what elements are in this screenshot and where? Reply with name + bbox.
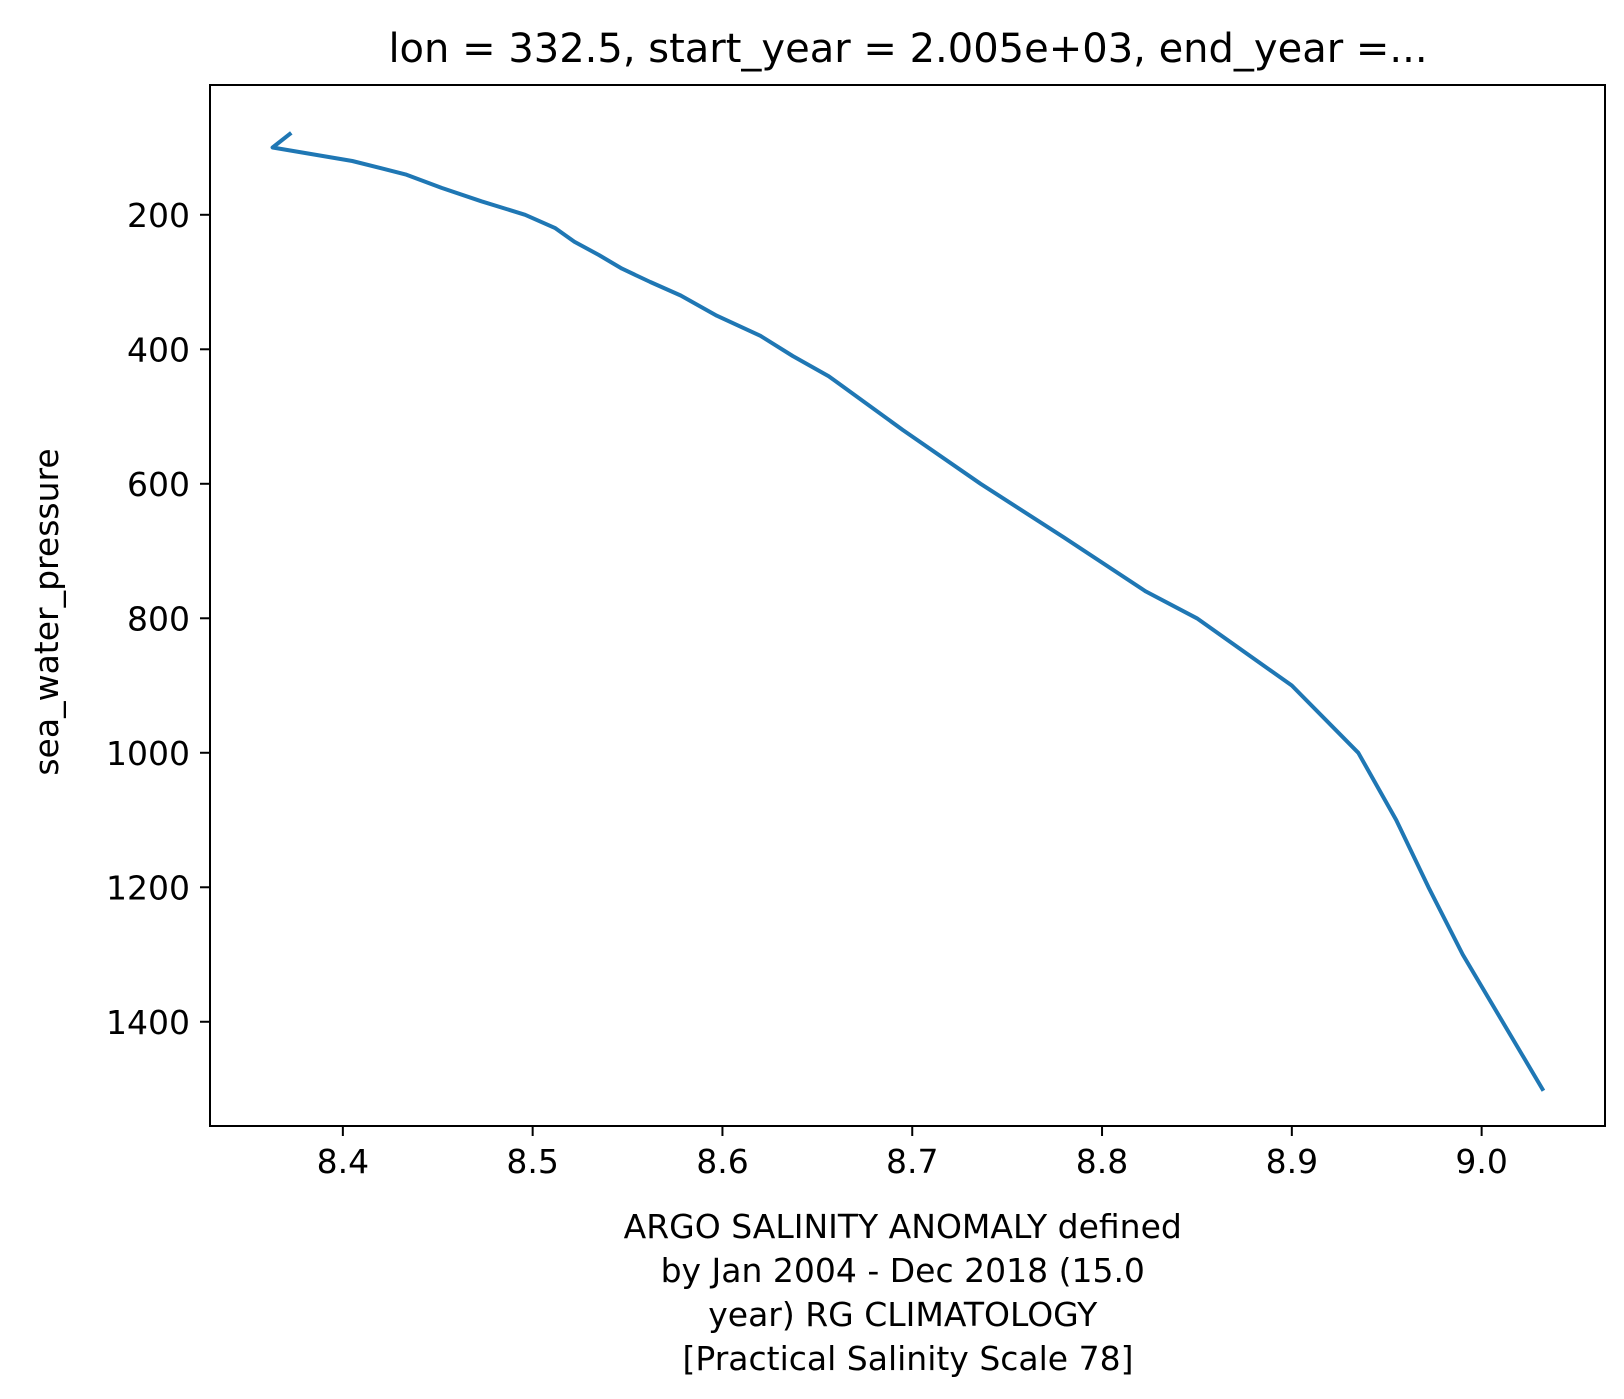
series-layer — [270, 131, 1546, 1092]
series-line — [270, 131, 1546, 1092]
x-tick-label: 8.9 — [1266, 1142, 1318, 1181]
x-axis-label-line-1: ARGO SALINITY ANOMALY defined — [624, 1207, 1182, 1246]
y-tick-label: 400 — [127, 330, 190, 369]
y-tick-label: 200 — [127, 196, 190, 235]
x-tick-label: 8.8 — [1076, 1142, 1128, 1181]
plot-frame — [209, 84, 1606, 1127]
y-tick-label: 1200 — [106, 868, 190, 907]
y-axis-label: sea_water_pressure — [27, 448, 66, 775]
y-axis: 200 400 600 800 1000 1200 1400 — [106, 196, 210, 1042]
y-tick-label: 800 — [127, 599, 190, 638]
x-tick-label: 9.0 — [1455, 1142, 1507, 1181]
x-axis-label: ARGO SALINITY ANOMALY defined by Jan 200… — [624, 1207, 1193, 1378]
x-tick-label: 8.4 — [317, 1142, 369, 1181]
x-axis-label-line-2: by Jan 2004 - Dec 2018 (15.0 — [661, 1251, 1145, 1290]
y-tick-label: 600 — [127, 465, 190, 504]
x-tick-label: 8.6 — [696, 1142, 748, 1181]
x-axis-label-line-3: year) RG CLIMATOLOGY — [708, 1295, 1098, 1334]
x-axis-label-line-4: [Practical Salinity Scale 78] — [683, 1339, 1134, 1378]
y-tick-label: 1000 — [106, 734, 190, 773]
x-axis: 8.4 8.5 8.6 8.7 8.8 8.9 9.0 — [317, 1126, 1508, 1181]
chart-title: lon = 332.5, start_year = 2.005e+03, end… — [388, 26, 1427, 72]
x-tick-label: 8.5 — [506, 1142, 558, 1181]
y-tick-label: 1400 — [106, 1003, 190, 1042]
x-tick-label: 8.7 — [886, 1142, 938, 1181]
